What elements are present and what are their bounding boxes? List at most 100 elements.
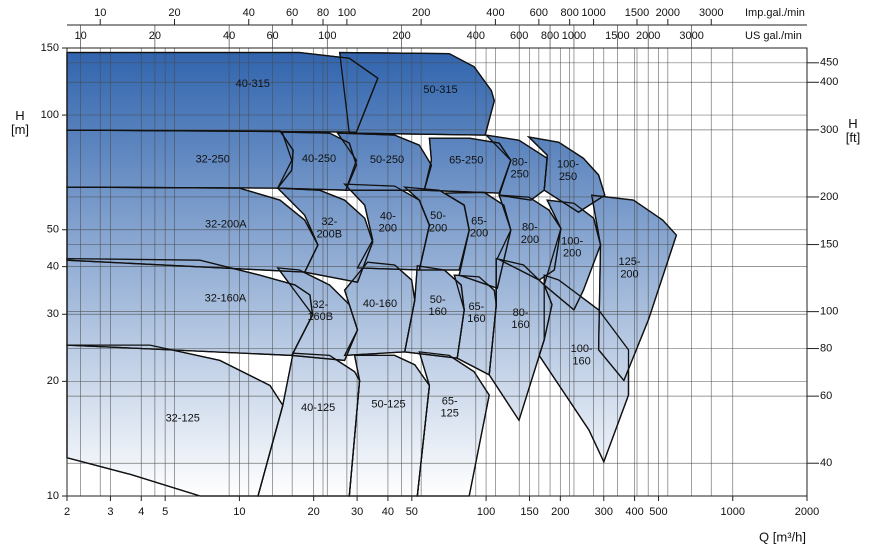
region-label: 100-250 <box>557 159 579 183</box>
x-tick-label: 2000 <box>795 506 819 518</box>
y-tick-label: 50 <box>47 224 59 236</box>
pump-outline <box>496 194 562 281</box>
x-tick-label: 2 <box>64 506 70 518</box>
region-label: 50-200 <box>429 210 447 234</box>
region-label: 32-200B <box>316 216 342 240</box>
y-tick-label: 40 <box>47 261 59 273</box>
x-tick-label: 3 <box>107 506 113 518</box>
x2-tick-label: 40 <box>223 30 235 42</box>
x3-tick-label: 40 <box>243 7 255 19</box>
region-label: 32-125 <box>166 412 200 424</box>
x2-tick-label: 60 <box>266 30 278 42</box>
y-axis-title: H [m] <box>11 108 29 137</box>
y2-tick-label: 400 <box>820 76 838 88</box>
x-tick-label: 500 <box>649 506 667 518</box>
y2-tick-label: 200 <box>820 191 838 203</box>
x-tick-label: 200 <box>551 506 569 518</box>
region-label: 40-315 <box>236 78 270 90</box>
x2-tick-label: 1500 <box>605 30 629 42</box>
region-label: 40-160 <box>363 298 397 310</box>
pump-outline <box>66 257 314 357</box>
region-label: 50-125 <box>371 399 405 411</box>
x2-axis-title: US gal./min <box>745 30 802 42</box>
x3-tick-label: 10 <box>94 7 106 19</box>
x-tick-label: 5 <box>162 506 168 518</box>
y2-tick-label: 450 <box>820 57 838 69</box>
pump-outline <box>336 132 433 191</box>
pump-region <box>66 129 294 189</box>
region-label: 50-250 <box>370 154 404 166</box>
y2-axis-title: H [ft] <box>846 116 860 145</box>
y2-tick-label: 40 <box>820 457 832 469</box>
x3-axis-title: Imp.gal./min <box>745 7 805 19</box>
y-tick-label: 150 <box>41 42 59 54</box>
x-tick-label: 150 <box>520 506 538 518</box>
region-label: 100-200 <box>561 235 583 259</box>
region-label: 50-315 <box>423 84 457 96</box>
y-tick-label: 30 <box>47 308 59 320</box>
x3-tick-label: 20 <box>168 7 180 19</box>
x-tick-label: 50 <box>406 506 418 518</box>
x3-tick-label: 400 <box>486 7 504 19</box>
region-label: 80-250 <box>511 156 529 180</box>
x2-tick-label: 800 <box>541 30 559 42</box>
region-label: 100-160 <box>571 343 593 367</box>
x2-tick-label: 20 <box>149 30 161 42</box>
pump-outline <box>276 131 358 191</box>
region-label: 80-200 <box>521 222 539 246</box>
x3-tick-label: 60 <box>286 7 298 19</box>
region-label: 125-200 <box>618 256 640 280</box>
x3-tick-label: 2000 <box>656 7 680 19</box>
y2-tick-label: 60 <box>820 390 832 402</box>
x3-tick-label: 3000 <box>699 7 723 19</box>
x2-tick-label: 10 <box>74 30 86 42</box>
pump-outline <box>338 51 495 136</box>
pump-outline <box>66 344 284 497</box>
x3-tick-label: 80 <box>317 7 329 19</box>
x-tick-label: 4 <box>138 506 144 518</box>
x2-tick-label: 3000 <box>679 30 703 42</box>
x2-tick-label: 600 <box>510 30 528 42</box>
region-label: 65-125 <box>441 395 459 419</box>
pump-outline <box>66 186 319 273</box>
region-label: 65-200 <box>470 215 488 239</box>
region-label: 50-160 <box>429 294 447 318</box>
x-tick-label: 100 <box>477 506 495 518</box>
x2-tick-label: 100 <box>318 30 336 42</box>
region-label: 32-250 <box>196 153 230 165</box>
x-tick-label: 10 <box>233 506 245 518</box>
y-tick-label: 20 <box>47 375 59 387</box>
y2-tick-label: 150 <box>820 238 838 250</box>
y2-tick-label: 300 <box>820 124 838 136</box>
x3-tick-label: 800 <box>560 7 578 19</box>
pump-region <box>348 354 431 497</box>
x-tick-label: 1000 <box>721 506 745 518</box>
x3-tick-label: 100 <box>338 7 356 19</box>
region-label: 32-200A <box>205 219 247 231</box>
pump-outline <box>423 137 512 194</box>
pump-region <box>66 51 379 133</box>
x-tick-label: 40 <box>382 506 394 518</box>
region-label: 80-160 <box>511 307 529 331</box>
x3-tick-label: 600 <box>530 7 548 19</box>
labels: 65-125 50-125 40-125 32-125 100-160 80-160 65-… <box>166 78 641 424</box>
x-tick-label: 30 <box>351 506 363 518</box>
y2-tick-label: 100 <box>820 306 838 318</box>
region-label: 65-160 <box>467 301 485 325</box>
region-label: 32-160B <box>307 299 333 323</box>
pump-outline <box>276 187 374 284</box>
pump-outline <box>590 194 678 382</box>
y2-tick-label: 80 <box>820 342 832 354</box>
x-axis-title: Q [m³/h] <box>759 529 806 544</box>
x-tick-label: 400 <box>625 506 643 518</box>
region-label: 65-250 <box>449 154 483 166</box>
pump-outline <box>543 199 602 311</box>
plot-frame <box>66 47 808 497</box>
region-label: 32-160A <box>205 293 247 305</box>
x-tick-label: 300 <box>595 506 613 518</box>
x3-tick-label: 1000 <box>581 7 605 19</box>
x3-tick-label: 1500 <box>625 7 649 19</box>
y-tick-label: 100 <box>41 109 59 121</box>
x2-tick-label: 200 <box>392 30 410 42</box>
